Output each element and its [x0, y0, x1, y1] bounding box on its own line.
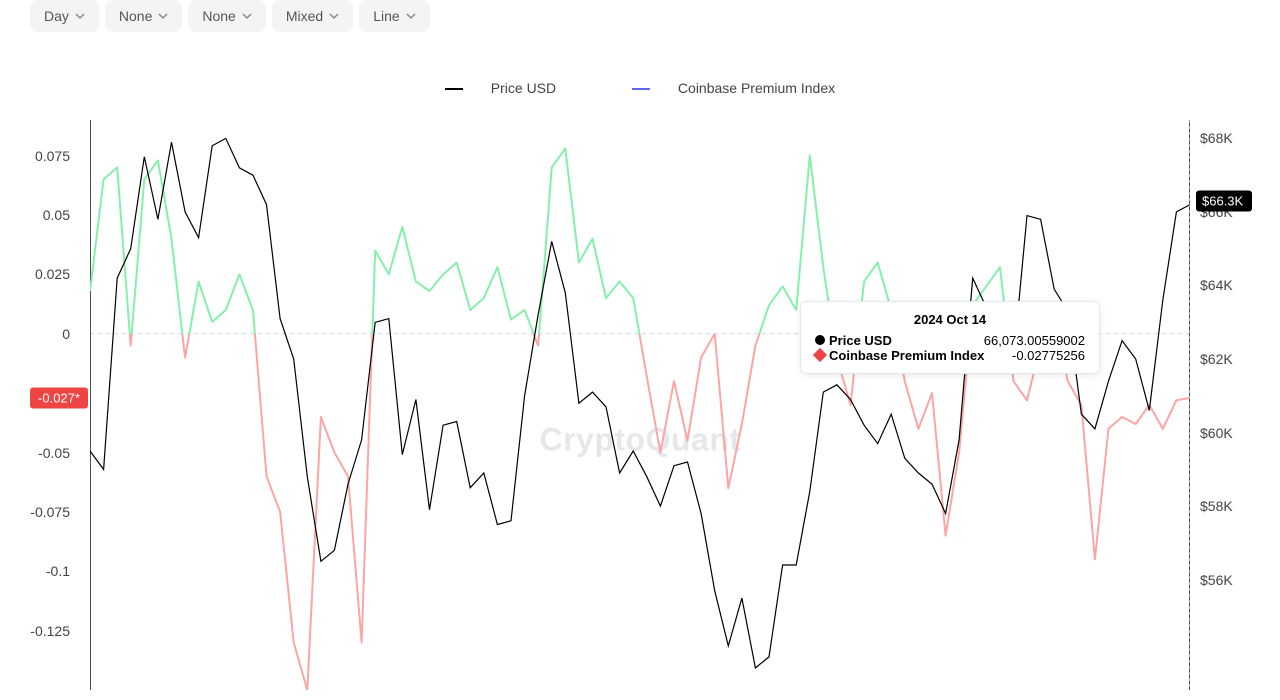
- axis-tick-label: $58K: [1200, 498, 1260, 514]
- chevron-down-icon: [242, 11, 252, 21]
- axis-tick-label: -0.075: [10, 504, 70, 520]
- axis-tick-label: $60K: [1200, 425, 1260, 441]
- chart-toolbar: Day None None Mixed Line: [30, 0, 436, 32]
- filter2-dropdown[interactable]: None: [188, 0, 265, 32]
- legend-label: Price USD: [491, 80, 556, 96]
- tooltip-date: 2024 Oct 14: [815, 312, 1085, 327]
- dropdown-label: None: [202, 8, 235, 24]
- tooltip-marker-circle: [815, 335, 825, 345]
- chevron-down-icon: [158, 11, 168, 21]
- tooltip-marker-diamond: [813, 348, 827, 362]
- interval-dropdown[interactable]: Day: [30, 0, 99, 32]
- right-axis-marker: $66.3K: [1196, 190, 1252, 211]
- dropdown-label: Mixed: [286, 8, 323, 24]
- tooltip-row: Coinbase Premium Index -0.02775256: [815, 348, 1085, 363]
- chart-tooltip: 2024 Oct 14 Price USD 66,073.00559002 Co…: [800, 301, 1100, 374]
- chart-legend: Price USD Coinbase Premium Index: [0, 80, 1280, 96]
- tooltip-row: Price USD 66,073.00559002: [815, 333, 1085, 348]
- dropdown-label: Day: [44, 8, 69, 24]
- tooltip-value: 66,073.00559002: [984, 333, 1085, 348]
- axis-tick-label: -0.125: [10, 623, 70, 639]
- dropdown-label: None: [119, 8, 152, 24]
- chevron-down-icon: [406, 11, 416, 21]
- tooltip-value: -0.02775256: [1012, 348, 1085, 363]
- dropdown-label: Line: [373, 8, 399, 24]
- mode-dropdown[interactable]: Mixed: [272, 0, 353, 32]
- axis-tick-label: 0.05: [10, 207, 70, 223]
- chevron-down-icon: [329, 11, 339, 21]
- filter-dropdown[interactable]: None: [105, 0, 182, 32]
- axis-tick-label: $64K: [1200, 277, 1260, 293]
- legend-item[interactable]: Price USD: [427, 80, 578, 96]
- tooltip-series-label: Coinbase Premium Index: [829, 348, 984, 363]
- left-axis-marker: -0.027*: [30, 387, 88, 408]
- axis-tick-label: -0.1: [10, 563, 70, 579]
- legend-label: Coinbase Premium Index: [678, 80, 835, 96]
- chevron-down-icon: [75, 11, 85, 21]
- axis-tick-label: 0: [10, 326, 70, 342]
- tooltip-series-label: Price USD: [829, 333, 892, 348]
- axis-tick-label: $62K: [1200, 351, 1260, 367]
- legend-swatch: [632, 88, 650, 90]
- legend-item[interactable]: Coinbase Premium Index: [614, 80, 853, 96]
- charttype-dropdown[interactable]: Line: [359, 0, 429, 32]
- axis-tick-label: 0.025: [10, 266, 70, 282]
- price-premium-chart[interactable]: [90, 120, 1190, 690]
- legend-swatch: [445, 88, 463, 90]
- axis-tick-label: 0.075: [10, 148, 70, 164]
- axis-tick-label: -0.05: [10, 445, 70, 461]
- axis-tick-label: $56K: [1200, 572, 1260, 588]
- axis-tick-label: $68K: [1200, 130, 1260, 146]
